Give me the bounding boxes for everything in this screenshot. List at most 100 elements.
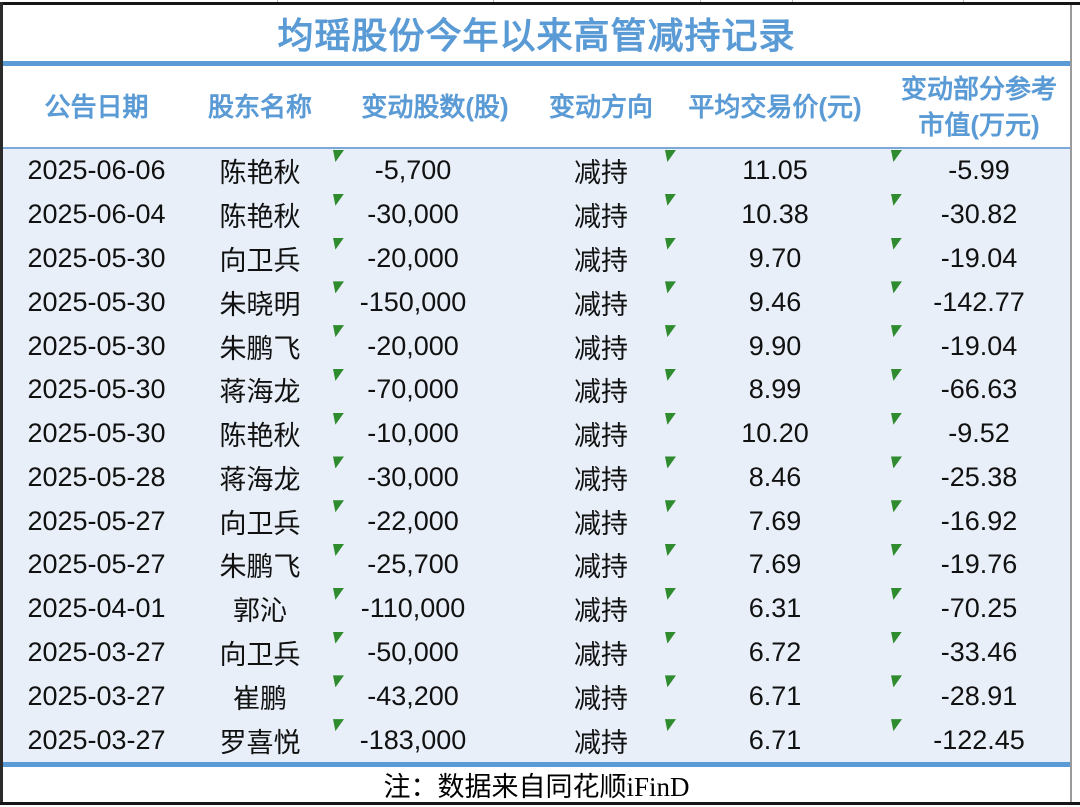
cell-name: 向卫兵 (190, 237, 330, 281)
frame-border-bottom (0, 802, 1080, 805)
cell-text: 6.71 (748, 680, 802, 711)
cell-text: 减持 (574, 158, 628, 189)
corner-flag-icon (333, 456, 344, 469)
header-divider-line (3, 147, 1070, 149)
cell-price: 9.90 (662, 324, 888, 368)
corner-flag-icon (333, 368, 344, 381)
cell-text: 2025-03-27 (27, 724, 166, 755)
footer-bar: 注：数据来自同花顺iFinD (3, 767, 1070, 802)
cell-text: -19.04 (940, 330, 1018, 361)
cell-date: 2025-03-27 (3, 631, 190, 675)
cell-direction: 减持 (540, 718, 662, 762)
cell-shares: -25,700 (330, 543, 540, 587)
column-header-shares-changed: 变动股数(股) (361, 91, 509, 122)
cell-text: 减持 (574, 289, 628, 320)
corner-flag-icon (333, 719, 344, 732)
cell-name: 崔鹏 (190, 674, 330, 718)
cell-price: 6.31 (662, 587, 888, 631)
corner-flag-icon (665, 631, 676, 644)
corner-flag-icon (891, 587, 902, 600)
cell-text: 9.90 (748, 330, 802, 361)
cell-name: 蒋海龙 (190, 455, 330, 499)
cell-price: 6.71 (662, 718, 888, 762)
cell-name: 朱鹏飞 (190, 543, 330, 587)
cell-price: 10.20 (662, 412, 888, 456)
corner-flag-icon (891, 456, 902, 469)
cell-text: 向卫兵 (219, 508, 301, 539)
table-bottom-line (3, 762, 1070, 767)
table-row: 2025-05-28 蒋海龙 -30,000 减持 8.46 -25.38 (3, 455, 1070, 499)
cell-name: 朱晓明 (190, 280, 330, 324)
cell-text: 朱鹏飞 (219, 333, 301, 364)
cell-text: 崔鹏 (233, 683, 287, 714)
cell-text: 7.69 (748, 505, 802, 536)
source-note: 注：数据来自同花顺iFinD (383, 772, 690, 802)
cell-text: 减持 (574, 202, 628, 233)
corner-flag-icon (665, 193, 676, 206)
cell-text: -30,000 (367, 461, 459, 492)
cell-text: -70.25 (940, 593, 1018, 624)
cell-name: 向卫兵 (190, 631, 330, 675)
table-row: 2025-06-04 陈艳秋 -30,000 减持 10.38 -30.82 (3, 193, 1070, 237)
cell-shares: -110,000 (330, 587, 540, 631)
cell-price: 6.72 (662, 631, 888, 675)
cell-text: -20,000 (367, 330, 459, 361)
cell-value: -25.38 (888, 455, 1070, 499)
column-header-market-value: 变动部分参考 市值(万元) (900, 73, 1057, 140)
corner-flag-icon (665, 587, 676, 600)
column-header-avg-price: 平均交易价(元) (688, 91, 862, 122)
cell-shares: -10,000 (330, 412, 540, 456)
corner-flag-icon (333, 281, 344, 294)
corner-flag-icon (891, 544, 902, 557)
cell-direction: 减持 (540, 193, 662, 237)
cell-text: -20,000 (367, 242, 459, 273)
table-row: 2025-05-30 向卫兵 -20,000 减持 9.70 -19.04 (3, 237, 1070, 281)
cell-text: -19.76 (940, 549, 1018, 580)
cell-text: 8.46 (748, 461, 802, 492)
corner-flag-icon (891, 193, 902, 206)
cell-text: -183,000 (359, 724, 467, 755)
cell-text: 9.70 (748, 242, 802, 273)
cell-name: 陈艳秋 (190, 149, 330, 193)
cell-direction: 减持 (540, 543, 662, 587)
cell-text: -43,200 (367, 680, 459, 711)
cell-text: 2025-03-27 (27, 636, 166, 667)
cell-price: 11.05 (662, 149, 888, 193)
cell-date: 2025-05-30 (3, 237, 190, 281)
corner-flag-icon (891, 325, 902, 338)
cell-shares: -20,000 (330, 324, 540, 368)
cell-text: -30.82 (940, 199, 1018, 230)
cell-name: 罗喜悦 (190, 718, 330, 762)
cell-text: -5.99 (948, 155, 1010, 186)
cell-date: 2025-05-30 (3, 412, 190, 456)
cell-text: 6.31 (748, 593, 802, 624)
cell-text: 陈艳秋 (219, 158, 301, 189)
cell-date: 2025-05-27 (3, 499, 190, 543)
corner-flag-icon (891, 150, 902, 162)
table-header-row: 公告日期 股东名称 变动股数(股) 变动方向 平均交易价(元) 变动部分参考 市… (3, 66, 1070, 147)
cell-text: 向卫兵 (219, 245, 301, 276)
cell-date: 2025-05-30 (3, 280, 190, 324)
cell-shares: -20,000 (330, 237, 540, 281)
cell-direction: 减持 (540, 412, 662, 456)
cell-text: -150,000 (359, 286, 467, 317)
cell-value: -70.25 (888, 587, 1070, 631)
corner-flag-icon (891, 631, 902, 644)
cell-direction: 减持 (540, 455, 662, 499)
cell-text: 减持 (574, 683, 628, 714)
cell-date: 2025-05-30 (3, 324, 190, 368)
cell-date: 2025-05-27 (3, 543, 190, 587)
cell-text: -33.46 (940, 636, 1018, 667)
column-header-date: 公告日期 (44, 91, 149, 122)
table-row: 2025-03-27 向卫兵 -50,000 减持 6.72 -33.46 (3, 631, 1070, 675)
cell-text: 2025-05-30 (27, 330, 166, 361)
cell-shares: -150,000 (330, 280, 540, 324)
cell-name: 郭沁 (190, 587, 330, 631)
cell-direction: 减持 (540, 237, 662, 281)
cell-text: 2025-05-30 (27, 418, 166, 449)
corner-flag-icon (333, 544, 344, 557)
frame-border-top (0, 2, 1080, 5)
cell-value: -142.77 (888, 280, 1070, 324)
cell-name: 蒋海龙 (190, 368, 330, 412)
cell-date: 2025-05-30 (3, 368, 190, 412)
